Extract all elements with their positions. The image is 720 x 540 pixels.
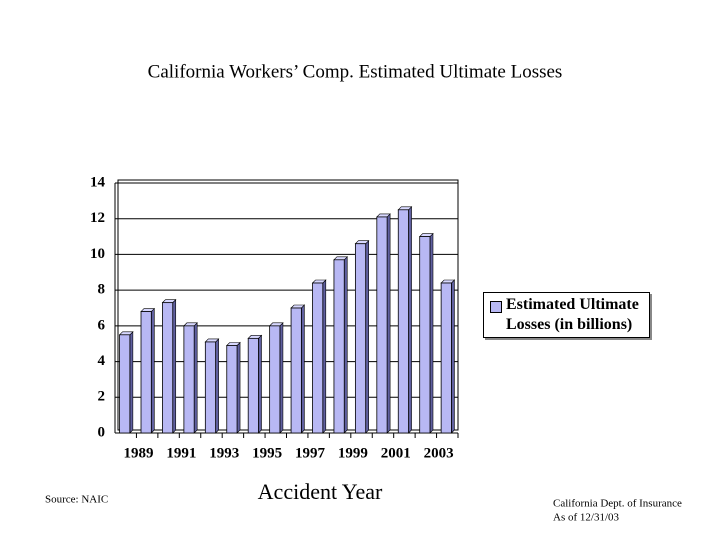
bar-side: [151, 307, 155, 434]
legend-swatch: [490, 301, 502, 313]
bar-side: [301, 304, 305, 434]
y-tick-label: 14: [90, 174, 106, 190]
bar-side: [343, 256, 348, 434]
bar-side: [386, 213, 391, 434]
bar: [354, 243, 367, 434]
chart-title: California Workers’ Comp. Estimated Ulti…: [148, 61, 563, 82]
bar: [204, 341, 217, 434]
x-tick-label: 1993: [209, 445, 239, 461]
bar: [312, 282, 324, 434]
x-tick-label: 2001: [381, 445, 411, 461]
bar: [376, 216, 388, 434]
x-axis-title: Accident Year: [258, 479, 383, 504]
bar: [440, 282, 452, 434]
bar-side: [129, 331, 134, 434]
bar: [269, 325, 281, 434]
x-tick-label: 1991: [166, 445, 196, 461]
bar-side: [322, 279, 327, 434]
bar: [419, 236, 431, 434]
bar: [162, 302, 174, 434]
bar-side: [429, 232, 434, 434]
bar: [183, 325, 195, 434]
footer-note: As of 12/31/03: [553, 512, 620, 524]
bar-side: [172, 298, 177, 434]
bar-side: [258, 334, 262, 434]
bar: [140, 311, 152, 434]
bar-side: [193, 322, 198, 434]
x-tick-label: 1995: [252, 445, 282, 461]
bar: [119, 334, 131, 434]
footer-note: California Dept. of Insurance: [553, 498, 682, 510]
legend: Estimated Ultimate Losses (in billions): [483, 292, 650, 338]
bar-side: [365, 239, 369, 434]
bar: [226, 345, 238, 434]
bar-side: [408, 206, 412, 434]
legend-label: Estimated Ultimate Losses (in billions): [506, 296, 639, 333]
y-tick-label: 12: [90, 210, 105, 226]
y-tick-label: 0: [98, 424, 106, 440]
plot-frame: [117, 179, 459, 431]
x-tick-label: 1989: [123, 445, 153, 461]
source-note: Source: NAIC: [45, 494, 108, 506]
bar-side: [236, 341, 241, 434]
x-tick-label: 1997: [295, 445, 326, 461]
bar-side: [215, 338, 219, 434]
x-tick-label: 2003: [424, 445, 454, 461]
y-tick-label: 10: [90, 246, 105, 262]
bar-side: [279, 322, 284, 434]
y-tick-label: 6: [98, 317, 106, 333]
x-tick-label: 1999: [338, 445, 368, 461]
y-tick-label: 8: [98, 282, 106, 298]
bar-side: [451, 279, 455, 434]
y-tick-label: 4: [98, 353, 106, 369]
bar: [247, 337, 259, 434]
bar: [397, 209, 409, 434]
bar: [290, 307, 302, 434]
bar: [333, 259, 345, 434]
y-tick-label: 2: [98, 389, 106, 405]
